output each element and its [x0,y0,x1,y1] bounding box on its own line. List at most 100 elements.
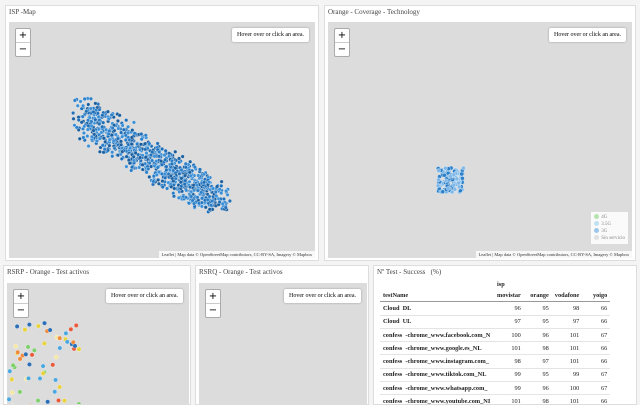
map-point[interactable] [27,362,32,367]
map-point[interactable] [451,172,456,177]
map-point[interactable] [143,155,148,160]
map-point[interactable] [446,186,451,191]
map-point[interactable] [189,194,194,199]
map-point[interactable] [40,370,46,376]
map-point[interactable] [163,157,168,162]
map-point[interactable] [36,323,41,329]
zoom-in[interactable]: + [16,29,30,43]
map-point[interactable] [202,180,206,185]
map-point[interactable] [121,127,126,132]
map-point[interactable] [17,356,23,362]
map-point[interactable] [110,154,115,159]
map-point[interactable] [201,172,206,177]
map-point[interactable] [183,195,188,200]
zoom-out[interactable]: − [18,44,28,55]
map-point[interactable] [57,384,62,390]
map-point[interactable] [183,178,188,183]
map-point[interactable] [109,133,114,138]
map-point[interactable] [35,398,41,403]
map-point[interactable] [207,194,212,199]
map-point[interactable] [183,165,188,170]
map-point[interactable] [107,137,112,142]
map-point[interactable] [72,123,77,128]
map-point[interactable] [195,195,200,200]
map-point[interactable] [26,375,31,381]
map-point[interactable] [197,201,202,206]
map-point[interactable] [72,98,77,103]
map-point[interactable] [155,141,160,146]
map-point[interactable] [103,139,108,144]
map-point[interactable] [15,349,21,355]
map-point[interactable] [223,205,228,210]
map-point[interactable] [129,142,134,146]
map-point[interactable] [120,123,125,128]
map-point[interactable] [140,153,145,158]
map-point[interactable] [50,362,56,368]
map-point[interactable] [190,198,195,203]
map-point[interactable] [159,172,164,176]
map-point[interactable] [454,176,460,182]
map-point[interactable] [139,132,144,136]
map-point[interactable] [449,189,455,195]
map-point[interactable] [57,345,63,351]
map-point[interactable] [207,207,212,212]
map-point[interactable] [144,170,149,175]
map[interactable]: + − Hover over or click an area. [7,283,189,404]
map-point[interactable] [82,124,87,129]
map-point[interactable] [86,102,91,107]
map-point[interactable] [460,176,465,181]
map-point[interactable] [62,398,67,404]
map-point[interactable] [219,191,224,196]
map-point[interactable] [100,124,105,129]
map-point[interactable] [91,128,96,133]
map-point[interactable] [128,146,133,151]
map-point[interactable] [160,185,165,189]
map-point[interactable] [219,183,224,188]
map-point[interactable] [219,179,224,184]
map-point[interactable] [89,119,94,124]
map-point[interactable] [117,113,122,118]
map-point[interactable] [156,181,161,186]
map-point[interactable] [53,354,59,360]
map-point[interactable] [147,141,152,146]
map-point[interactable] [203,205,208,210]
map-point[interactable] [180,154,185,159]
map-point[interactable] [10,363,16,368]
map-point[interactable] [139,137,144,142]
map-point[interactable] [37,376,43,381]
map-point[interactable] [126,124,131,129]
map-point[interactable] [443,178,449,183]
map-point[interactable] [163,148,168,153]
zoom-in[interactable]: + [14,290,28,304]
map-point[interactable] [155,165,160,170]
map-point[interactable] [86,118,90,123]
map-point[interactable] [42,320,47,326]
map-point[interactable] [119,156,124,161]
map-point[interactable] [7,368,13,374]
map-point[interactable] [443,166,448,171]
map-point[interactable] [458,188,463,193]
map-point[interactable] [143,141,148,146]
map-point[interactable] [167,167,172,172]
map-point[interactable] [147,175,152,179]
map-point[interactable] [124,118,129,123]
map-point[interactable] [172,194,176,199]
map-point[interactable] [452,187,458,192]
map-point[interactable] [129,135,134,140]
map-point[interactable] [196,173,201,178]
map-point[interactable] [188,173,193,178]
map-point[interactable] [173,149,178,154]
map-point[interactable] [147,161,152,166]
map-point[interactable] [221,197,226,201]
map-point[interactable] [96,114,101,119]
map-point[interactable] [177,156,182,161]
map-point[interactable] [129,168,134,173]
map-point[interactable] [17,389,23,395]
map-point[interactable] [22,327,28,333]
map-point[interactable] [188,159,193,164]
map-point[interactable] [213,190,218,194]
map-point[interactable] [207,180,212,185]
map-point[interactable] [150,158,155,163]
map-point[interactable] [152,163,157,168]
map-point[interactable] [187,201,192,206]
